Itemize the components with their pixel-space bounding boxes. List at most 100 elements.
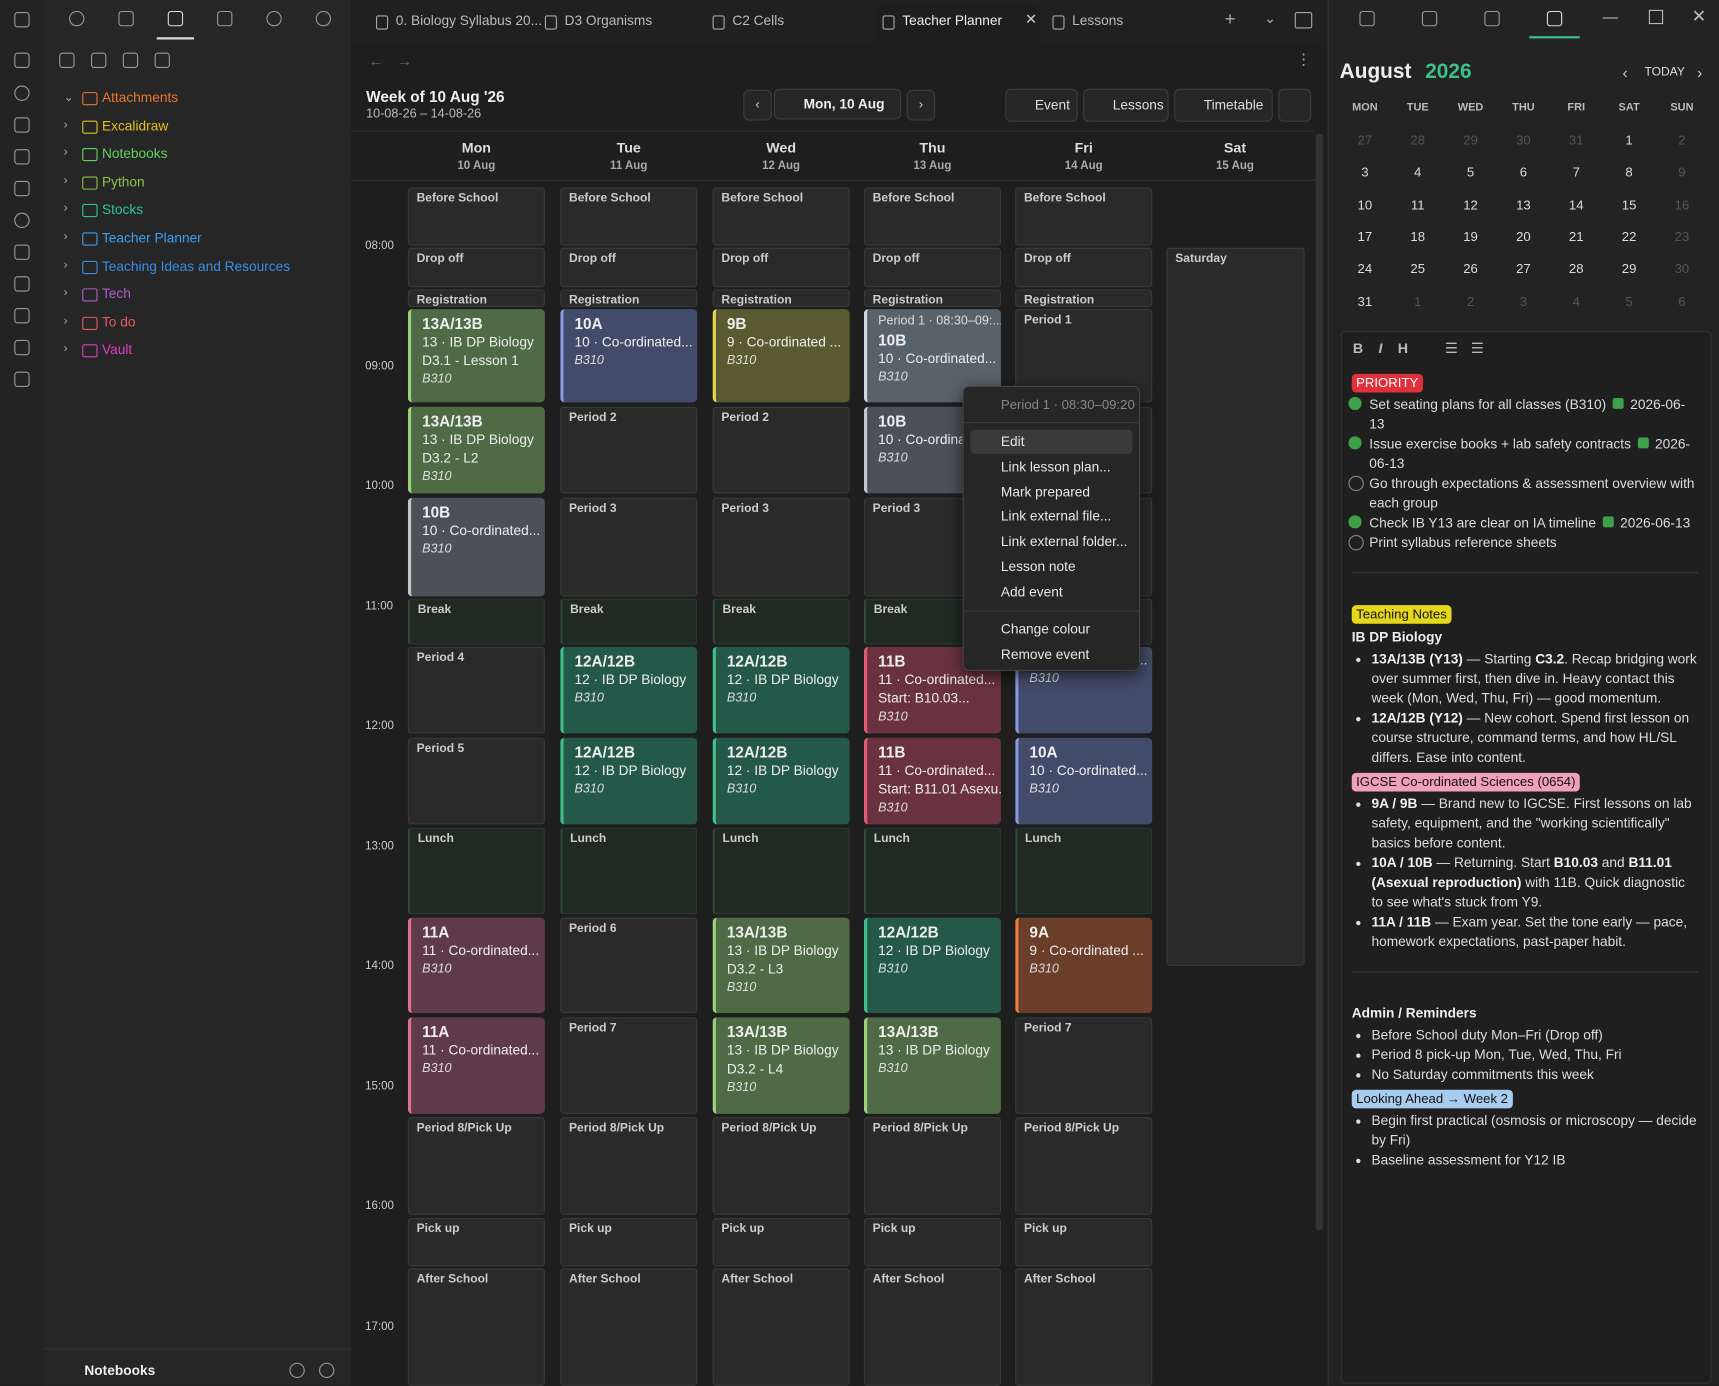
tab[interactable]: Teacher Planner <box>902 13 1003 29</box>
slot[interactable]: Period 2 <box>560 406 698 494</box>
lesson-card[interactable]: 13A/13B 13 · IB DP Biology B310 <box>863 1017 1001 1114</box>
list-toolbar[interactable]: ☰☰ <box>1444 339 1497 357</box>
folder[interactable]: Python <box>101 174 145 190</box>
menu-item[interactable]: Link external folder... <box>1000 534 1128 550</box>
cal-day[interactable]: 27 <box>1516 261 1531 277</box>
slot[interactable]: Period 4 <box>407 646 545 734</box>
menu-item[interactable]: Lesson note <box>1000 559 1076 575</box>
cal-day[interactable]: 28 <box>1410 132 1426 149</box>
folder[interactable]: Teacher Planner <box>101 230 202 246</box>
folder[interactable]: Excalidraw <box>101 117 169 134</box>
menu-item[interactable]: Remove event <box>1000 646 1090 662</box>
slot[interactable]: Period 8/Pick Up <box>407 1117 545 1215</box>
settings[interactable] <box>319 1362 335 1379</box>
cal-day[interactable]: 1 <box>1414 293 1422 309</box>
folder[interactable]: Stocks <box>101 202 144 218</box>
slot[interactable]: Registration <box>863 289 1001 307</box>
checkbox[interactable] <box>1348 534 1364 551</box>
checkbox[interactable] <box>1348 515 1362 529</box>
cal-day[interactable]: 26 <box>1463 261 1478 277</box>
cal-day[interactable]: 19 <box>1463 229 1478 245</box>
cal-day[interactable]: 2 <box>1678 132 1686 149</box>
slot[interactable]: Period 6 <box>560 917 698 1013</box>
cal-day[interactable]: 23 <box>1674 229 1690 245</box>
slot[interactable]: Lunch <box>407 827 545 915</box>
cal-day[interactable]: 30 <box>1674 261 1690 277</box>
cal-day[interactable]: 22 <box>1621 229 1637 245</box>
outline-icon[interactable] <box>1421 10 1438 27</box>
cal-day[interactable]: 30 <box>1516 132 1531 149</box>
maximize[interactable] <box>1648 9 1664 25</box>
slot[interactable]: Registration <box>560 289 698 307</box>
toolbar-button[interactable]: Event <box>1005 88 1078 122</box>
lesson-card[interactable]: 12A/12B 12 · IB DP Biology B310 <box>560 646 698 734</box>
files-icon[interactable] <box>167 10 184 27</box>
lesson-card[interactable]: 11B 11 · Co-ordinated... Start: B11.01 Ase… <box>863 737 1001 825</box>
cal-day[interactable]: 14 <box>1568 196 1584 213</box>
slot[interactable]: Pick up <box>560 1217 698 1267</box>
cal-day[interactable]: 5 <box>1625 293 1633 309</box>
next-week[interactable]: › <box>906 89 936 121</box>
cal-day[interactable]: 1 <box>1625 132 1633 149</box>
slot[interactable]: After School <box>712 1268 850 1386</box>
lesson-card[interactable]: 13A/13B 13 · IB DP Biology D3.2 - L3 B310 <box>712 917 850 1013</box>
tab[interactable]: 0. Biology Syllabus 20... <box>395 13 543 29</box>
slot[interactable]: Lunch <box>712 827 850 915</box>
cal-day[interactable]: 15 <box>1621 196 1637 213</box>
lesson-card[interactable]: 10A 10 · Co-ordinated... B310 <box>560 309 698 403</box>
cal-day[interactable]: 24 <box>1357 261 1373 277</box>
slot[interactable]: Period 8/Pick Up <box>1015 1117 1153 1215</box>
cal-day[interactable]: 3 <box>1361 164 1369 181</box>
help[interactable] <box>289 1362 305 1379</box>
archive-icon[interactable] <box>1359 10 1375 27</box>
slot[interactable]: Drop off <box>863 247 1001 288</box>
vault-name[interactable]: Notebooks <box>84 1362 156 1379</box>
forward[interactable]: → <box>396 51 413 70</box>
slot[interactable]: Period 3 <box>712 497 850 597</box>
slot[interactable]: Pick up <box>712 1217 850 1267</box>
lesson-card[interactable]: 9B 9 · Co-ordinated ... B310 <box>712 309 850 403</box>
menu-item[interactable]: Link lesson plan... <box>1000 459 1111 475</box>
cal-day[interactable]: 20 <box>1516 229 1531 245</box>
cal-day[interactable]: 16 <box>1674 196 1690 213</box>
daily-icon[interactable] <box>14 117 30 133</box>
slot[interactable]: Lunch <box>1015 827 1153 915</box>
slot[interactable]: Before School <box>560 187 698 246</box>
cal-prev[interactable]: ‹ <box>1622 63 1628 82</box>
slot[interactable]: After School <box>560 1268 698 1386</box>
table-icon[interactable] <box>14 371 30 387</box>
slot[interactable]: Period 7 <box>1015 1017 1153 1114</box>
slot[interactable]: Period 7 <box>560 1017 698 1114</box>
lesson-card[interactable]: 12A/12B 12 · IB DP Biology B310 <box>712 737 850 825</box>
cal-day[interactable]: 27 <box>1357 132 1373 149</box>
cal-day[interactable]: 9 <box>1678 164 1686 181</box>
slot[interactable]: Period 3 <box>560 497 698 597</box>
slot[interactable]: Period 5 <box>407 737 545 825</box>
toolbar-button[interactable]: Lessons <box>1083 88 1169 122</box>
menu-item[interactable]: Add event <box>1000 584 1063 600</box>
format-toolbar[interactable]: BIH <box>1352 339 1424 357</box>
import-icon[interactable] <box>14 308 30 324</box>
checkbox[interactable] <box>1348 475 1364 492</box>
sort[interactable] <box>122 52 139 68</box>
checkbox[interactable] <box>1348 396 1362 411</box>
tab[interactable]: C2 Cells <box>732 13 785 29</box>
cal-day[interactable]: 31 <box>1568 132 1584 149</box>
new-folder[interactable] <box>90 52 107 68</box>
minimize[interactable]: — <box>1602 7 1619 26</box>
tab[interactable]: D3 Organisms <box>564 13 653 29</box>
back[interactable]: ← <box>368 51 384 70</box>
cal-day[interactable]: 4 <box>1572 293 1580 309</box>
menu-item[interactable]: Edit <box>970 429 1133 454</box>
sidebar-toggle[interactable] <box>14 12 30 28</box>
cal-day[interactable]: 7 <box>1572 164 1580 181</box>
slot[interactable]: Period 8/Pick Up <box>712 1117 850 1215</box>
tags-icon[interactable] <box>217 10 233 27</box>
slot[interactable]: Registration <box>1015 289 1153 307</box>
lesson-card[interactable]: 10A 10 · Co-ordinated... B310 <box>1015 737 1153 825</box>
canvas-icon[interactable] <box>14 149 30 165</box>
cal-day[interactable]: 10 <box>1357 196 1373 213</box>
lesson-card[interactable]: 11A 11 · Co-ordinated... B310 <box>407 1017 545 1114</box>
file-icon[interactable] <box>14 180 30 197</box>
cal-day[interactable]: 13 <box>1516 196 1531 213</box>
